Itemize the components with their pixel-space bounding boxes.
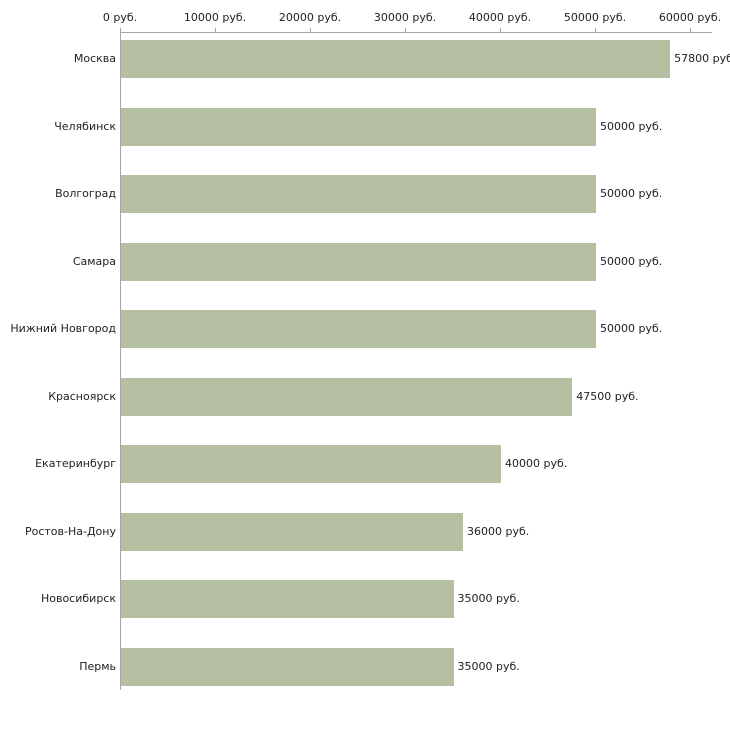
category-label: Екатеринбург (35, 457, 116, 470)
category-label: Волгоград (55, 187, 116, 200)
value-label: 57800 руб. (674, 52, 730, 65)
category-label: Москва (73, 52, 116, 65)
value-label: 50000 руб. (600, 254, 663, 268)
value-label: 35000 руб. (457, 592, 520, 605)
bar-8 (121, 512, 463, 551)
value-label: 36000 руб. (467, 524, 530, 538)
x-axis-tick (310, 28, 311, 32)
category-label: Нижний Новгород (10, 322, 116, 335)
value-label: 50000 руб. (600, 322, 663, 335)
category-label: Челябинск (54, 119, 116, 133)
y-axis-line (120, 32, 121, 690)
category-label: Самара (72, 254, 116, 268)
x-axis-tick-label: 10000 руб. (183, 11, 247, 24)
x-axis-tick-label: 60000 руб. (658, 11, 722, 24)
bar-9 (121, 580, 454, 618)
value-label: 50000 руб. (600, 119, 663, 133)
x-axis-tick (690, 28, 691, 32)
category-label: Красноярск (48, 389, 116, 403)
bar-7 (121, 445, 501, 483)
category-label: Ростов-На-Дону (24, 524, 116, 538)
bar-3 (121, 175, 596, 213)
bar-2 (121, 107, 596, 146)
x-axis-tick-label: 40000 руб. (468, 11, 532, 24)
bar-1 (121, 40, 671, 78)
x-axis-tick-label: 0 руб. (102, 11, 138, 24)
value-label: 35000 руб. (457, 659, 520, 673)
x-axis-line (120, 32, 712, 33)
x-axis-tick (500, 28, 501, 32)
x-axis-tick (120, 28, 121, 32)
x-axis-tick-label: 30000 руб. (373, 11, 437, 24)
bar-4 (121, 242, 596, 281)
bar-5 (121, 310, 596, 348)
value-label: 50000 руб. (600, 187, 663, 200)
x-axis-tick (595, 28, 596, 32)
value-label: 47500 руб. (576, 389, 639, 403)
category-label: Пермь (79, 659, 116, 673)
x-axis-tick-label: 50000 руб. (563, 11, 627, 24)
x-axis-tick (405, 28, 406, 32)
category-label: Новосибирск (40, 592, 116, 605)
bar-6 (121, 377, 573, 416)
value-label: 40000 руб. (505, 457, 568, 470)
bar-10 (121, 647, 454, 686)
x-axis-tick (215, 28, 216, 32)
x-axis-tick-label: 20000 руб. (278, 11, 342, 24)
